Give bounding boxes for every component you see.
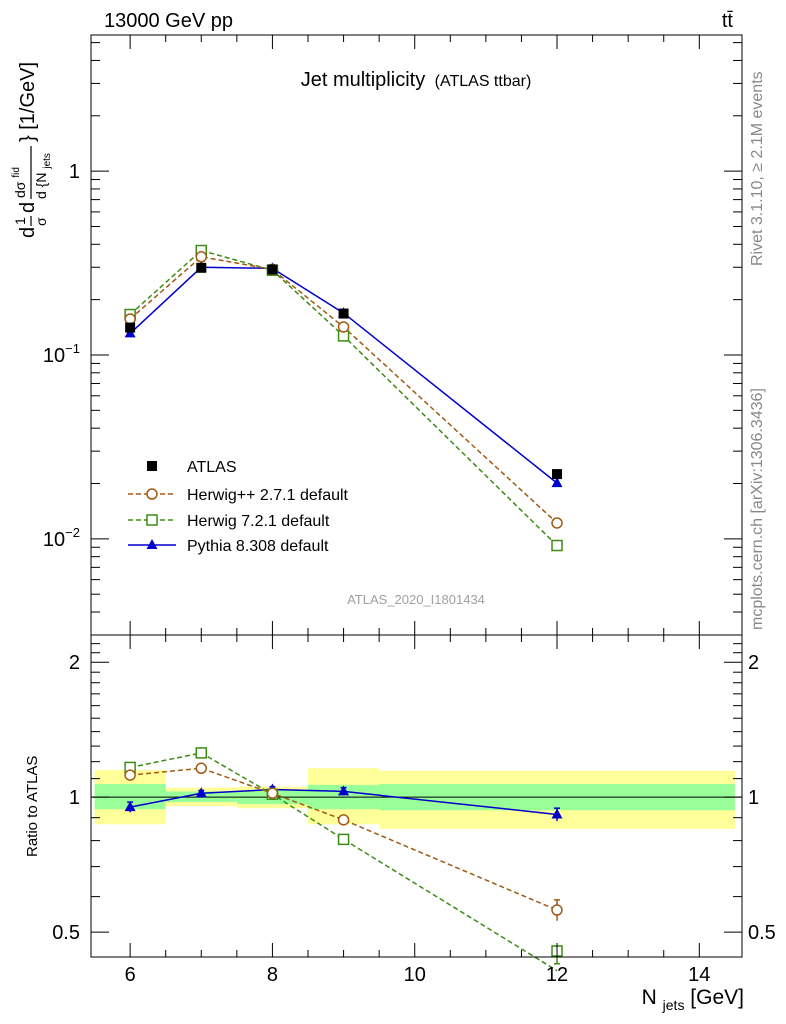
ylabel-frac1-den: σ (33, 217, 49, 226)
ratio-point (266, 787, 279, 800)
ratio-ytick-label-right-0: 2 (748, 652, 759, 674)
main-point (196, 262, 207, 273)
xtick-label-0: 6 (125, 964, 136, 986)
ylabel-frac1-num: 1 (12, 217, 28, 225)
xlabel-sub: jets (662, 997, 685, 1013)
ratio-ytick-label-left-0-base: 2 (69, 652, 80, 674)
main-point (551, 517, 563, 529)
main-y-tick-labels: 110−110−2 (43, 161, 80, 551)
ylabel-frac2-num: dσ (12, 181, 28, 198)
main-marks (124, 244, 563, 552)
main-y-axis-label: d 1 σ d dσ fid d {N jets } [1/GeV] (11, 62, 53, 238)
main-ytick-label-2: 10−2 (43, 525, 80, 551)
svg-text:d {N jets: d {N jets (33, 153, 53, 199)
ratio-ytick-label-left-1: 1 (69, 787, 80, 809)
ratio-y-axis-label: Ratio to ATLAS (24, 756, 41, 857)
xtick-label-4: 14 (688, 964, 710, 986)
legend-label: Pythia 8.308 default (187, 538, 329, 555)
main-series-line (129, 266, 558, 484)
main-series-line (129, 256, 558, 524)
svg-text:d: d (17, 227, 39, 238)
main-panel: 110−110−2 Jet multiplicity (ATLAS ttbar)… (11, 34, 743, 636)
main-ytick-label-0: 1 (69, 161, 80, 183)
main-point (267, 264, 278, 275)
main-ytick-label-2-exp: −2 (65, 525, 80, 540)
x-tick-labels: 6 8 10 12 14 (125, 964, 711, 986)
ratio-ytick-label-left-0: 2 (69, 652, 80, 674)
ratio-point (195, 747, 208, 759)
xtick-label-1: 8 (267, 964, 278, 986)
ratio-ytick-label-left-2-base: 0.5 (52, 922, 80, 944)
rivet-label: Rivet 3.1.10, ≥ 2.1M events (749, 71, 766, 266)
main-ytick-label-0-base: 1 (69, 161, 80, 183)
ylabel-frac2-sup: fid (11, 167, 22, 178)
main-ytick-label-1: 10−1 (43, 341, 80, 367)
ratio-point (338, 785, 350, 796)
main-ytick-label-2-base: 10 (43, 529, 65, 551)
ratio-ytick-label-right-2: 0.5 (748, 922, 776, 944)
main-point (124, 313, 136, 325)
main-point (338, 308, 349, 319)
ratio-ytick-label-left-2: 0.5 (52, 922, 80, 944)
main-point (551, 477, 563, 488)
ratio-point (124, 769, 136, 781)
legend-label: Herwig 7.2.1 default (187, 513, 330, 530)
watermark: ATLAS_2020_I1801434 (347, 592, 485, 607)
chart-title-sub: (ATLAS ttbar) (435, 73, 532, 90)
svg-text:} [1/GeV]: } [1/GeV] (17, 62, 39, 142)
ratio-point (337, 814, 350, 826)
svg-text:1: 1 (12, 217, 28, 225)
legend-label: ATLAS (187, 459, 237, 476)
xlabel-tail: [GeV] (690, 986, 744, 1009)
ratio-panel: 2 2 1 1 0.5 0.5 6 8 10 12 14 Ratio to ATLAS N jet… (24, 634, 776, 1015)
ratio-frame (90, 634, 743, 958)
ratio-point (195, 762, 208, 775)
svg-text:d: d (17, 202, 39, 213)
legend-marker (146, 539, 158, 549)
ratio-point (195, 787, 207, 798)
energy-label: 13000 GeV pp (104, 10, 233, 32)
ratio-point (124, 801, 136, 812)
source-label: mcplots.cern.ch [arXiv:1306.3436] (749, 388, 766, 630)
ylabel-lead: d (17, 227, 39, 238)
ratio-point (551, 808, 563, 819)
process-label: tt̄ (722, 10, 734, 32)
chart-title-main: Jet multiplicity (301, 69, 425, 91)
xtick-label-2: 10 (404, 964, 426, 986)
legend: ATLAS Herwig++ 2.7.1 default Herwig 7.2.1 … (128, 459, 349, 555)
legend-marker (146, 488, 158, 500)
x-axis-label: N jets [GeV] (642, 986, 744, 1015)
main-point (195, 251, 208, 263)
ratio-ytick-label-right-0-base: 2 (748, 652, 759, 674)
main-ytick-label-1-exp: −1 (65, 341, 80, 356)
xtick-label-3: 12 (546, 964, 568, 986)
legend-marker (146, 514, 158, 526)
ratio-point (551, 904, 563, 916)
ratio-ytick-label-right-2-base: 0.5 (748, 922, 776, 944)
xlabel-main: N (642, 986, 657, 1009)
ylabel-d-mid: d (17, 202, 39, 213)
ratio-ytick-label-right-1-base: 1 (748, 787, 759, 809)
svg-text:σ: σ (33, 217, 49, 226)
legend-marker (147, 461, 157, 471)
ratio-point (337, 833, 350, 846)
chart-title: Jet multiplicity (ATLAS ttbar) (301, 69, 532, 91)
main-point (125, 322, 136, 333)
legend-label: Herwig++ 2.7.1 default (187, 487, 349, 504)
main-ytick-label-1-base: 10 (43, 345, 65, 367)
main-point (552, 469, 563, 480)
ylabel-tail: } [1/GeV] (17, 62, 39, 142)
ylabel-frac2-den: d {N (33, 173, 49, 199)
ylabel-frac2-den-sub: jets (42, 153, 53, 170)
svg-text:dσ fid: dσ fid (11, 167, 28, 198)
ratio-ticks (91, 634, 742, 957)
ratio-ytick-label-right-1: 1 (748, 787, 759, 809)
ratio-y-tick-labels: 2 2 1 1 0.5 0.5 (52, 652, 776, 944)
ratio-ytick-label-left-1-base: 1 (69, 787, 80, 809)
main-point (337, 321, 350, 333)
main-point (551, 539, 563, 552)
main-ticks (91, 35, 742, 636)
ratio-marks (124, 747, 563, 972)
